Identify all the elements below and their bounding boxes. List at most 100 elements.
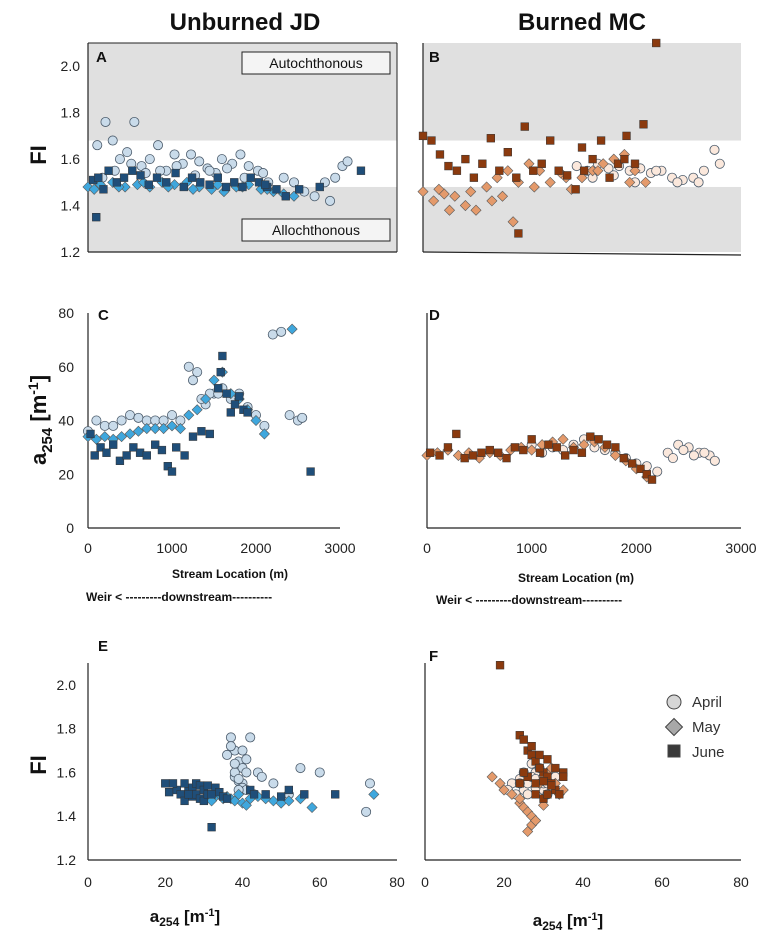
legend-marker-may [664,717,684,737]
point-c-may [208,374,220,386]
e-a254-sub: 254 [159,915,179,929]
a254-main: a [26,452,51,465]
point-d-june [468,451,478,460]
point-f-june [527,742,536,751]
point-b-june [537,159,546,168]
point-b-may [640,176,652,188]
point-a-may [119,181,131,193]
a254-sub: 254 [39,427,56,453]
point-e-april [241,754,252,765]
point-b-june [529,166,538,175]
point-a-april [258,168,269,179]
point-c-april [276,326,287,337]
point-b-june [620,154,629,164]
point-e-april [361,806,372,817]
panel-d: 0 1000 2000 3000 D [421,307,757,556]
point-e-june [276,792,286,801]
point-c-june [188,432,198,441]
x-tick-label: 2000 [240,540,271,556]
point-a-april [222,163,233,174]
point-b-may [433,183,445,195]
point-b-june [579,166,589,175]
point-b-june [444,161,453,171]
point-e-april [256,771,267,782]
region-label-allochthonous: Allochthonous [272,222,360,238]
point-b-may [507,216,519,228]
f-a254-sup: -1 [588,911,598,923]
x-tick-label: 60 [654,874,670,890]
column-title-left: Unburned JD [170,9,321,36]
point-b-june [622,131,631,141]
y-tick-label: 0 [66,520,74,536]
point-c-june [109,440,118,449]
point-c-may [166,420,178,432]
e-a254-unit: [m [179,907,205,926]
point-b-may [624,176,636,188]
point-d-june [642,470,651,479]
point-b-june [652,38,661,48]
point-a-june [92,213,101,222]
point-d-june [619,453,628,463]
point-c-june [197,427,206,436]
x-tick-label: 0 [84,874,92,890]
point-e-june [164,787,174,797]
point-c-june [180,451,189,460]
point-a-june [99,185,108,194]
point-f-june [519,768,528,777]
panel-letter-b: B [429,49,440,66]
point-a-april [235,149,246,160]
point-c-june [243,408,252,417]
point-c-june [90,451,99,460]
point-a-june [171,168,180,178]
x-axis-label-e: a254 [m-1] [150,907,220,929]
x-tick-label: 0 [84,540,92,556]
point-f-june [535,750,544,760]
point-a-june [152,173,162,182]
point-a-june [246,173,255,182]
point-e-may [267,795,279,807]
point-d-june [510,443,520,452]
point-a-april [185,149,196,160]
e-a254-main: a [150,907,160,926]
panel-b: B [417,38,742,256]
point-f-may [498,784,510,796]
legend-label-april: April [692,694,722,711]
point-a-april [309,191,320,202]
point-a-may [212,179,224,191]
f-a254-close: ] [598,911,604,930]
point-f-june [543,755,552,764]
point-b-april [714,158,725,169]
point-f-june [543,790,552,799]
point-a-june [230,178,239,187]
point-c-april [192,367,203,378]
panel-letter-a: A [96,49,107,66]
point-c-may [132,425,144,437]
point-c-june [163,462,172,471]
point-a-april [144,154,155,165]
f-a254-unit: [m [562,911,588,930]
point-d-june [494,448,503,457]
point-b-may [544,176,556,188]
x-tick-label: 80 [389,874,405,890]
point-e-april [225,741,236,752]
point-c-april [166,410,177,421]
point-e-june [203,781,212,790]
point-d-june [577,448,587,457]
point-c-june [86,429,95,439]
point-b-april [698,165,709,176]
x-axis-label-f: a254 [m-1] [533,911,603,933]
point-b-april [693,177,704,188]
point-a-june [128,166,137,175]
point-e-june [184,790,193,799]
point-c-june [142,451,151,460]
point-d-may [578,439,590,451]
point-b-april [571,161,582,172]
point-c-may [191,404,203,416]
point-b-may [428,195,440,207]
point-a-may [288,190,300,202]
point-d-june [552,443,561,452]
point-d-june [535,448,545,457]
point-f-may [530,815,542,827]
point-b-june [554,166,563,175]
point-b-may [443,204,456,216]
